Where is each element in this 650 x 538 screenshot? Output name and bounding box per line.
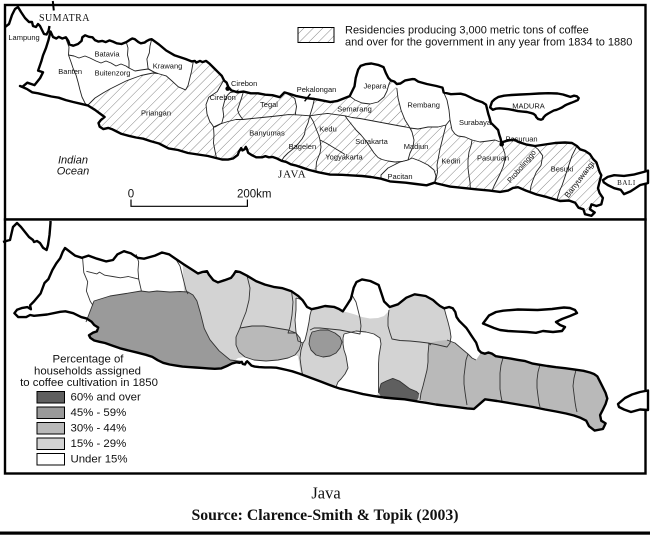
svg-text:SUMATRA: SUMATRA — [39, 13, 90, 24]
svg-text:Surabaya: Surabaya — [459, 118, 492, 127]
svg-text:Buitenzorg: Buitenzorg — [95, 69, 131, 78]
svg-text:45% - 59%: 45% - 59% — [71, 407, 127, 419]
svg-text:30% - 44%: 30% - 44% — [71, 423, 127, 435]
svg-text:Source: Clarence-Smith & Topik: Source: Clarence-Smith & Topik (2003) — [191, 507, 458, 524]
svg-text:Jepara: Jepara — [364, 81, 388, 90]
svg-text:Residencies producing 3,000 me: Residencies producing 3,000 metric tons … — [345, 25, 589, 37]
svg-text:Bagelen: Bagelen — [289, 142, 317, 151]
svg-text:Cirebon: Cirebon — [231, 79, 257, 88]
svg-text:Batavia: Batavia — [94, 50, 120, 59]
svg-text:Yogyakarta: Yogyakarta — [325, 153, 363, 162]
svg-text:Percentage of: Percentage of — [53, 354, 125, 366]
svg-text:Krawang: Krawang — [153, 62, 183, 71]
svg-text:Banyumas: Banyumas — [249, 128, 285, 137]
svg-text:Pacitan: Pacitan — [387, 172, 412, 181]
svg-text:Tegal: Tegal — [260, 100, 278, 109]
svg-text:Surakarta: Surakarta — [355, 137, 388, 146]
svg-text:Rembang: Rembang — [407, 101, 440, 110]
svg-text:BALI: BALI — [617, 179, 636, 187]
svg-text:Ocean: Ocean — [57, 166, 89, 178]
svg-text:Priangan: Priangan — [141, 109, 171, 118]
svg-text:Lampung: Lampung — [8, 33, 39, 42]
svg-text:Semarang: Semarang — [337, 104, 372, 113]
svg-text:Under 15%: Under 15% — [71, 453, 128, 465]
svg-text:Pasuruan: Pasuruan — [477, 154, 509, 163]
svg-text:Kedu: Kedu — [319, 125, 337, 134]
svg-text:0: 0 — [128, 189, 134, 201]
svg-text:Kediri: Kediri — [441, 157, 461, 166]
svg-text:60% and over: 60% and over — [71, 392, 141, 404]
svg-text:Madiun: Madiun — [404, 142, 429, 151]
svg-text:to coffee cultivation in 1850: to coffee cultivation in 1850 — [20, 377, 158, 389]
svg-text:200km: 200km — [237, 189, 272, 201]
svg-text:JAVA: JAVA — [278, 169, 306, 181]
svg-text:15% - 29%: 15% - 29% — [71, 438, 127, 450]
svg-text:households assigned: households assigned — [34, 366, 141, 378]
svg-text:Cirebon: Cirebon — [210, 93, 236, 102]
svg-text:Pekalongan: Pekalongan — [297, 85, 337, 94]
svg-text:Besuki: Besuki — [551, 165, 574, 174]
svg-text:MADURA: MADURA — [512, 102, 545, 111]
svg-text:Pasuruan: Pasuruan — [506, 135, 538, 144]
svg-text:Indian: Indian — [58, 155, 88, 167]
svg-text:and over for the government in: and over for the government in any year … — [345, 37, 632, 49]
svg-text:Banten: Banten — [58, 67, 82, 76]
svg-text:Java: Java — [311, 484, 341, 503]
